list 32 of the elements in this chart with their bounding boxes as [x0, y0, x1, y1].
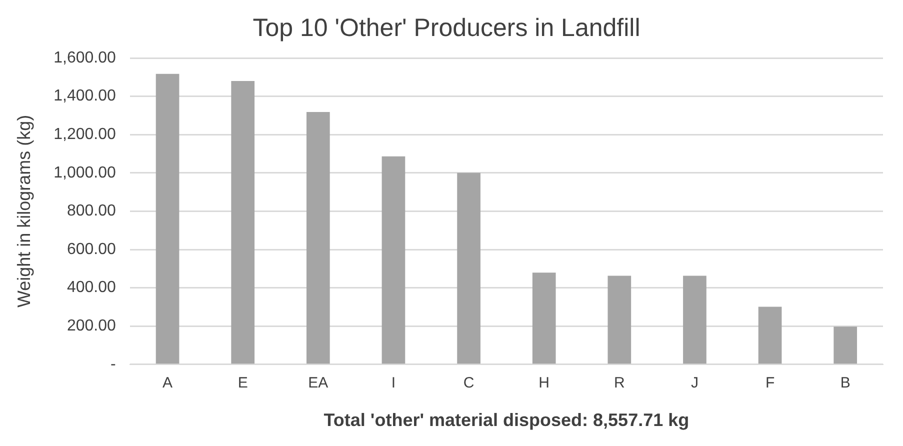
x-tick-label: C [463, 374, 474, 392]
y-tick-label: 600.00 [66, 240, 116, 258]
y-tick-label: 400.00 [66, 279, 116, 296]
y-tick-label: 1,600.00 [54, 49, 116, 66]
y-tick-label: - [110, 356, 116, 373]
x-tick-label: A [162, 374, 173, 392]
y-tick-label: 800.00 [66, 202, 116, 220]
x-tick-label: J [690, 374, 698, 392]
x-tick-label: I [391, 374, 396, 392]
bar [834, 326, 858, 364]
bar [683, 276, 706, 364]
x-tick-label: B [840, 374, 850, 392]
x-tick-label: E [238, 374, 248, 392]
y-tick-label: 1,000.00 [54, 164, 116, 182]
x-axis-title: Total 'other' material disposed: 8,557.71 kg [324, 410, 690, 430]
bar [532, 272, 556, 364]
x-tick-label: EA [308, 374, 328, 392]
x-tick-label: F [765, 374, 775, 392]
y-tick-label: 1,200.00 [54, 126, 116, 144]
y-axis-title: Weight in kilograms (kg) [14, 114, 34, 308]
chart-title: Top 10 'Other' Producers in Landfill [252, 14, 640, 42]
bar [457, 172, 480, 364]
y-tick-label: 200.00 [66, 318, 116, 335]
bar [231, 80, 255, 364]
bar [156, 74, 180, 364]
bar [306, 112, 330, 364]
bar [382, 156, 406, 364]
bar [608, 276, 632, 364]
bar [758, 306, 782, 364]
x-tick-label: R [614, 374, 625, 392]
x-tick-label: H [538, 374, 550, 392]
y-tick-label: 1,400.00 [54, 88, 116, 105]
